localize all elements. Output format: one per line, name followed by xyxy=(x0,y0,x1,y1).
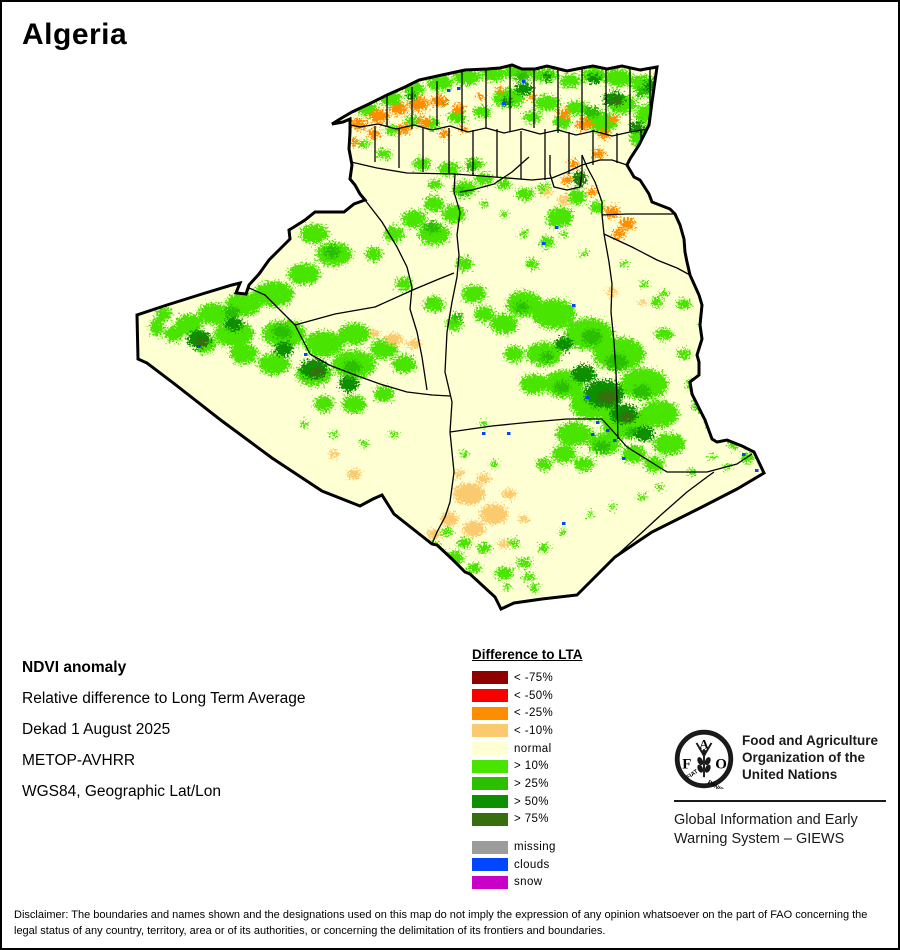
svg-text:PANIS: PANIS xyxy=(706,780,724,789)
legend-label: > 50% xyxy=(514,795,549,808)
legend-swatch xyxy=(472,724,508,738)
legend-label: < -50% xyxy=(514,689,554,702)
legend-swatch xyxy=(472,858,508,872)
legend-swatch xyxy=(472,812,508,826)
legend-item: < -10% xyxy=(472,722,583,740)
map-caption: NDVI anomaly Relative difference to Long… xyxy=(22,652,306,807)
caption-line: Dekad 1 August 2025 xyxy=(22,721,171,738)
legend-item: < -25% xyxy=(472,704,583,722)
legend-gap xyxy=(472,828,583,838)
legend-swatch xyxy=(472,706,508,720)
legend-flag-item: missing xyxy=(472,838,583,856)
legend-item: normal xyxy=(472,740,583,758)
legend-label: < -10% xyxy=(514,724,554,737)
svg-text:O: O xyxy=(715,757,727,773)
legend-label: clouds xyxy=(514,858,550,871)
legend-label: > 75% xyxy=(514,813,549,826)
legend: Difference to LTA < -75% < -50% < -25% <… xyxy=(472,647,583,891)
legend-swatch xyxy=(472,875,508,889)
legend-label: < -75% xyxy=(514,671,554,684)
ndvi-raster-layer xyxy=(150,65,759,595)
legend-flag-item: snow xyxy=(472,874,583,892)
svg-text:A: A xyxy=(699,737,709,751)
caption-line: WGS84, Geographic Lat/Lon xyxy=(22,783,222,800)
svg-text:F: F xyxy=(682,757,691,773)
legend-swatch xyxy=(472,777,508,791)
fao-block: A F O FIAT PANIS Food xyxy=(674,729,888,849)
legend-item: < -50% xyxy=(472,687,583,705)
legend-item: < -75% xyxy=(472,669,583,687)
page-title: Algeria xyxy=(22,18,128,51)
giews-name: Global Information and Early Warning Sys… xyxy=(674,812,858,847)
legend-label: < -25% xyxy=(514,707,554,720)
legend-label: missing xyxy=(514,841,556,854)
legend-flag-item: clouds xyxy=(472,856,583,874)
caption-line: Relative difference to Long Term Average xyxy=(22,690,306,707)
legend-label: > 10% xyxy=(514,760,549,773)
fao-org-name: Food and Agriculture Organization of the… xyxy=(742,733,878,782)
legend-item: > 75% xyxy=(472,811,583,829)
cloud-pixels xyxy=(197,80,759,525)
fao-divider xyxy=(674,800,886,802)
legend-title: Difference to LTA xyxy=(472,647,583,662)
legend-swatch xyxy=(472,840,508,854)
algeria-ndvi-map xyxy=(135,63,766,611)
admin-boundaries xyxy=(239,66,753,558)
legend-item: > 10% xyxy=(472,757,583,775)
legend-label: normal xyxy=(514,742,552,755)
disclaimer-text: Disclaimer: The boundaries and names sho… xyxy=(14,909,868,937)
legend-swatch xyxy=(472,795,508,809)
legend-item: > 25% xyxy=(472,775,583,793)
legend-label: > 25% xyxy=(514,777,549,790)
legend-swatch xyxy=(472,742,508,756)
caption-heading: NDVI anomaly xyxy=(22,659,127,676)
fao-logo-icon: A F O FIAT PANIS xyxy=(674,729,734,789)
legend-swatch xyxy=(472,671,508,685)
legend-swatch xyxy=(472,689,508,703)
legend-item: > 50% xyxy=(472,793,583,811)
legend-label: snow xyxy=(514,876,543,889)
legend-swatch xyxy=(472,759,508,773)
caption-line: METOP-AVHRR xyxy=(22,752,136,769)
